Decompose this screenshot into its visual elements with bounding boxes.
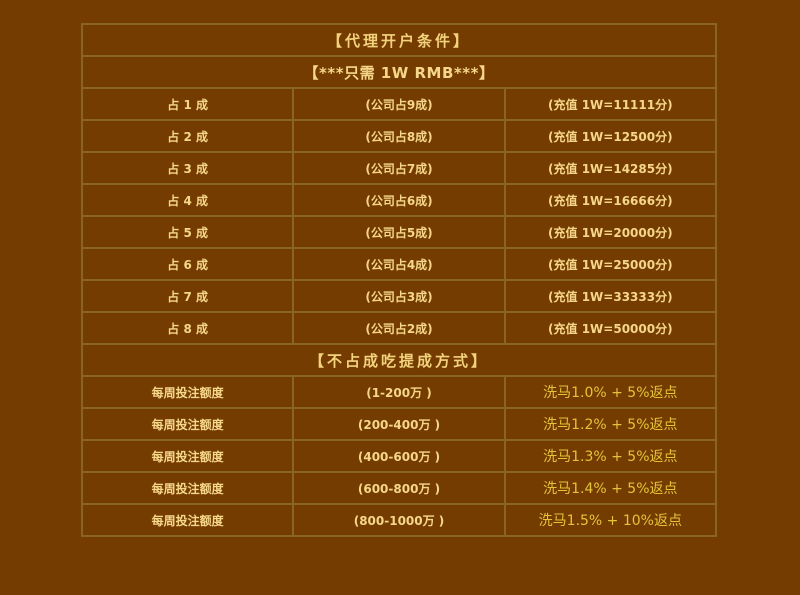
share-cell: 占 1 成 [80, 87, 295, 121]
share-cell: 占 7 成 [80, 279, 295, 313]
range-cell: (800-1000万 ) [292, 503, 506, 537]
share-row: 占 8 成 (公司占2成) (充值 1W=50000分) [80, 311, 718, 345]
share-cell: 占 6 成 [80, 247, 295, 281]
company-share-cell: (公司占4成) [292, 247, 506, 281]
label-cell: 每周投注额度 [80, 439, 295, 473]
share-row: 占 7 成 (公司占3成) (充值 1W=33333分) [80, 279, 718, 313]
rate-cell: 洗马1.4% + 5%返点 [503, 471, 718, 505]
share-cell: 占 4 成 [80, 183, 295, 217]
section2-title: 【不占成吃提成方式】 [81, 343, 717, 377]
commission-row: 每周投注额度 (200-400万 ) 洗马1.2% + 5%返点 [80, 407, 718, 441]
share-cell: 占 8 成 [80, 311, 295, 345]
range-cell: (400-600万 ) [292, 439, 506, 473]
label-cell: 每周投注额度 [80, 375, 295, 409]
agent-conditions-table: 【代理开户条件】 【***只需 1W RMB***】 占 1 成 (公司占9成)(… [80, 23, 718, 537]
company-share-cell: (公司占2成) [292, 311, 506, 345]
section2-row: 【不占成吃提成方式】 [81, 343, 717, 377]
share-row: 占 1 成 (公司占9成) (充值 1W=11111分) [80, 87, 718, 121]
rate-cell: 洗马1.2% + 5%返点 [503, 407, 718, 441]
range-cell: (600-800万 ) [292, 471, 506, 505]
share-row: 占 3 成 (公司占7成) (充值 1W=14285分) [80, 151, 718, 185]
commission-row: 每周投注额度 (800-1000万 ) 洗马1.5% + 10%返点 [80, 503, 718, 537]
company-share-cell: (公司占6成) [292, 183, 506, 217]
rate-cell: 洗马1.5% + 10%返点 [503, 503, 718, 537]
share-row: 占 5 成 (公司占5成) (充值 1W=20000分) [80, 215, 718, 249]
table-title: 【代理开户条件】 [81, 23, 717, 57]
recharge-cell: (充值 1W=20000分) [503, 215, 718, 249]
subtitle-row: 【***只需 1W RMB***】 [81, 55, 717, 89]
company-share-cell: (公司占9成) [292, 87, 506, 121]
company-share-cell: (公司占8成) [292, 119, 506, 153]
range-cell: (1-200万 ) [292, 375, 506, 409]
label-cell: 每周投注额度 [80, 503, 295, 537]
range-cell: (200-400万 ) [292, 407, 506, 441]
company-share-cell: (公司占5成) [292, 215, 506, 249]
share-cell: 占 5 成 [80, 215, 295, 249]
share-row: 占 4 成 (公司占6成) (充值 1W=16666分) [80, 183, 718, 217]
share-row: 占 6 成 (公司占4成) (充值 1W=25000分) [80, 247, 718, 281]
label-cell: 每周投注额度 [80, 471, 295, 505]
company-share-cell: (公司占3成) [292, 279, 506, 313]
label-cell: 每周投注额度 [80, 407, 295, 441]
title-row: 【代理开户条件】 [81, 23, 717, 57]
share-row: 占 2 成 (公司占8成) (充值 1W=12500分) [80, 119, 718, 153]
rate-cell: 洗马1.0% + 5%返点 [503, 375, 718, 409]
recharge-cell: (充值 1W=11111分) [503, 87, 718, 121]
commission-row: 每周投注额度 (400-600万 ) 洗马1.3% + 5%返点 [80, 439, 718, 473]
commission-row: 每周投注额度 (600-800万 ) 洗马1.4% + 5%返点 [80, 471, 718, 505]
recharge-cell: (充值 1W=14285分) [503, 151, 718, 185]
share-cell: 占 3 成 [80, 151, 295, 185]
table-subtitle: 【***只需 1W RMB***】 [81, 55, 717, 89]
recharge-cell: (充值 1W=16666分) [503, 183, 718, 217]
commission-row: 每周投注额度 (1-200万 ) 洗马1.0% + 5%返点 [80, 375, 718, 409]
rate-cell: 洗马1.3% + 5%返点 [503, 439, 718, 473]
recharge-cell: (充值 1W=50000分) [503, 311, 718, 345]
recharge-cell: (充值 1W=12500分) [503, 119, 718, 153]
recharge-cell: (充值 1W=25000分) [503, 247, 718, 281]
share-cell: 占 2 成 [80, 119, 295, 153]
recharge-cell: (充值 1W=33333分) [503, 279, 718, 313]
company-share-cell: (公司占7成) [292, 151, 506, 185]
